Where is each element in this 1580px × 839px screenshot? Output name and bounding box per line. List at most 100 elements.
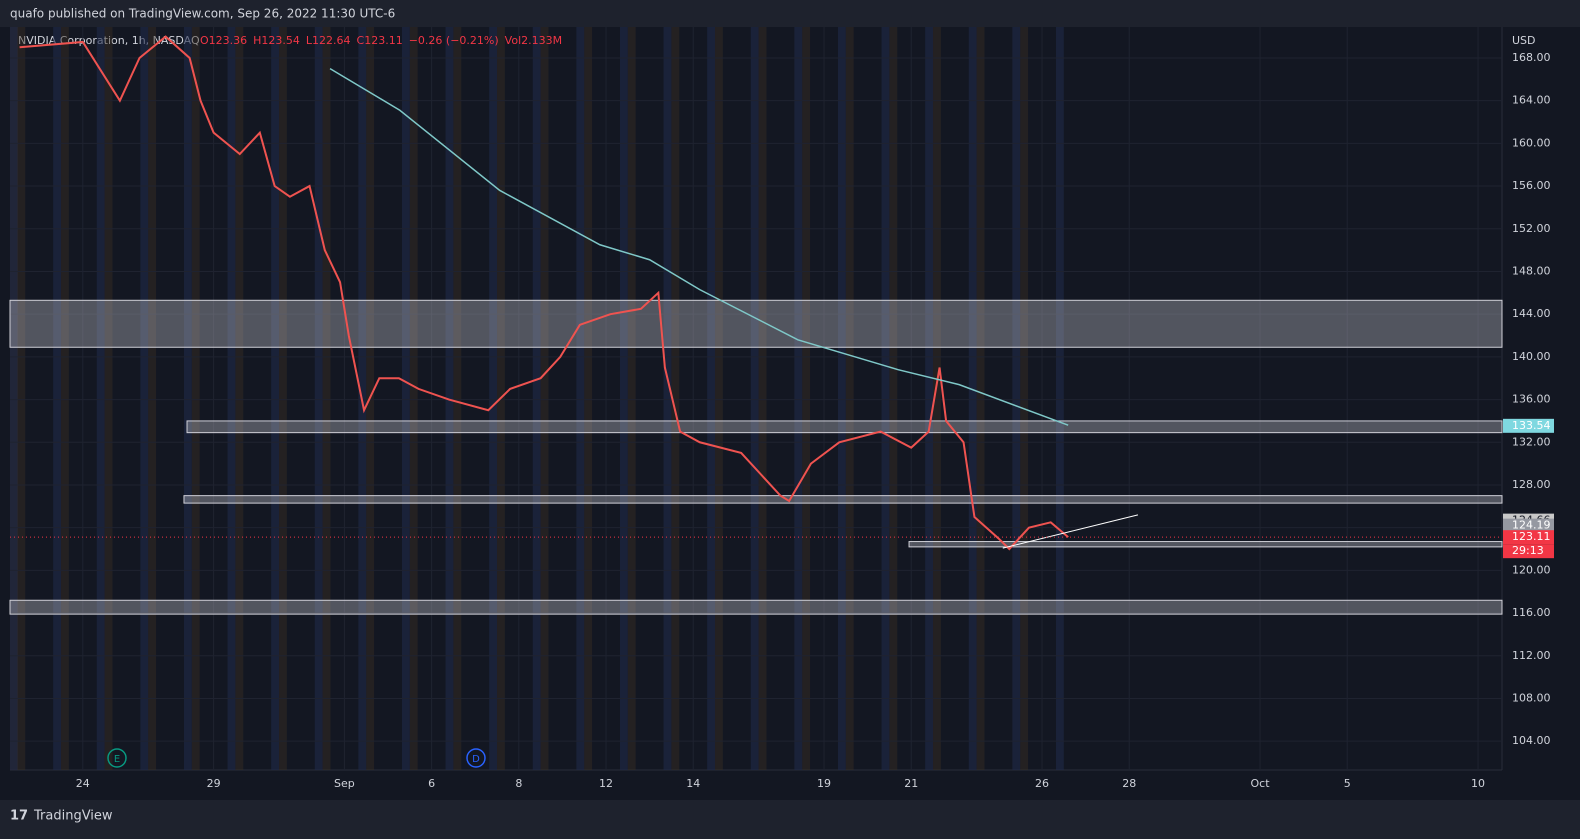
session-stripe bbox=[445, 27, 454, 770]
price-label: 123.11 bbox=[1512, 530, 1551, 543]
session-stripe bbox=[409, 27, 418, 770]
trendline bbox=[1002, 514, 1139, 549]
x-tick-label: 29 bbox=[207, 777, 221, 790]
x-tick-label: 19 bbox=[817, 777, 831, 790]
y-tick-label: 160.00 bbox=[1512, 136, 1551, 149]
event-label: D bbox=[472, 754, 480, 765]
session-stripe bbox=[750, 27, 759, 770]
y-tick-label: 116.00 bbox=[1512, 606, 1551, 619]
x-tick-label: 12 bbox=[599, 777, 613, 790]
countdown: 29:13 bbox=[1512, 544, 1544, 557]
session-stripe bbox=[663, 27, 672, 770]
session-stripe bbox=[1055, 27, 1064, 770]
session-stripe bbox=[17, 27, 26, 770]
session-stripe bbox=[968, 27, 977, 770]
y-tick-label: 156.00 bbox=[1512, 179, 1551, 192]
y-tick-label: 112.00 bbox=[1512, 649, 1551, 662]
session-stripe bbox=[271, 27, 280, 770]
session-stripe bbox=[183, 27, 192, 770]
session-stripe bbox=[707, 27, 716, 770]
session-stripe bbox=[96, 27, 105, 770]
session-stripe bbox=[540, 27, 549, 770]
y-tick-label: 108.00 bbox=[1512, 691, 1551, 704]
session-stripe bbox=[889, 27, 898, 770]
session-stripe bbox=[933, 27, 941, 770]
y-tick-label: 104.00 bbox=[1512, 734, 1551, 747]
session-stripe bbox=[10, 27, 18, 770]
ohlc-value: −0.26 (−0.21%) bbox=[409, 34, 499, 47]
x-tick-label: 8 bbox=[515, 777, 522, 790]
x-tick-label: 21 bbox=[904, 777, 918, 790]
countdown-box bbox=[1503, 544, 1554, 559]
session-stripe bbox=[453, 27, 462, 770]
y-tick-label: 136.00 bbox=[1512, 393, 1551, 406]
price-label: 124.19 bbox=[1512, 519, 1551, 532]
x-tick-label: 10 bbox=[1471, 777, 1485, 790]
x-tick-label: Oct bbox=[1251, 777, 1271, 790]
footer-bar bbox=[0, 800, 1580, 839]
ohlc-value: L122.64 bbox=[306, 34, 351, 47]
session-stripe bbox=[584, 27, 593, 770]
y-tick-label: 152.00 bbox=[1512, 222, 1551, 235]
session-stripe bbox=[104, 27, 113, 770]
zone bbox=[908, 541, 1503, 548]
session-stripe bbox=[925, 27, 934, 770]
event-badge bbox=[466, 748, 486, 768]
session-stripe bbox=[837, 27, 846, 770]
session-stripe bbox=[715, 27, 723, 770]
x-tick-label: Sep bbox=[334, 777, 355, 790]
price-label-box bbox=[1503, 518, 1554, 533]
x-tick-label: 14 bbox=[686, 777, 700, 790]
price-label-box bbox=[1503, 530, 1554, 545]
session-stripe bbox=[758, 27, 767, 770]
session-stripe bbox=[794, 27, 803, 770]
ohlc-value: H123.54 bbox=[253, 34, 300, 47]
session-stripe bbox=[191, 27, 200, 770]
session-stripe bbox=[1020, 27, 1029, 770]
zone bbox=[9, 599, 1503, 615]
session-stripe bbox=[53, 27, 62, 770]
line-series bbox=[329, 67, 1069, 426]
session-stripe bbox=[671, 27, 680, 770]
session-stripe bbox=[279, 27, 287, 770]
logo: 17 bbox=[10, 809, 28, 824]
session-stripe bbox=[976, 27, 985, 770]
y-tick-label: 132.00 bbox=[1512, 435, 1551, 448]
ohlc-value: Vol2.133M bbox=[505, 34, 562, 47]
session-stripe bbox=[881, 27, 890, 770]
header: quafo published on TradingView.com, Sep … bbox=[10, 7, 395, 21]
currency: USD bbox=[1512, 34, 1536, 47]
x-tick-label: 5 bbox=[1344, 777, 1351, 790]
ohlc-value: C123.11 bbox=[357, 34, 403, 47]
x-tick-label: 28 bbox=[1122, 777, 1136, 790]
session-stripe bbox=[140, 27, 149, 770]
session-stripe bbox=[61, 27, 69, 770]
ohlc-value: O123.36 bbox=[200, 34, 247, 47]
zone bbox=[9, 299, 1503, 348]
y-tick-label: 168.00 bbox=[1512, 51, 1551, 64]
price-label: 133.54 bbox=[1512, 419, 1551, 432]
event-badge bbox=[107, 748, 127, 768]
y-tick-label: 144.00 bbox=[1512, 307, 1551, 320]
price-label-box bbox=[1503, 418, 1554, 433]
y-tick-label: 164.00 bbox=[1512, 94, 1551, 107]
x-tick-label: 24 bbox=[76, 777, 90, 790]
session-stripe bbox=[619, 27, 628, 770]
session-stripe bbox=[322, 27, 331, 770]
x-tick-label: 26 bbox=[1035, 777, 1049, 790]
y-tick-label: 148.00 bbox=[1512, 264, 1551, 277]
session-stripe bbox=[802, 27, 811, 770]
session-stripe bbox=[627, 27, 636, 770]
session-stripe bbox=[235, 27, 244, 770]
session-stripe bbox=[314, 27, 323, 770]
session-stripe bbox=[148, 27, 157, 770]
session-stripe bbox=[1012, 27, 1021, 770]
session-stripe bbox=[532, 27, 541, 770]
header-bar bbox=[0, 0, 1580, 27]
y-tick-label: 120.00 bbox=[1512, 563, 1551, 576]
zone bbox=[186, 420, 1503, 434]
line-series bbox=[19, 35, 1069, 551]
event-label: E bbox=[114, 754, 120, 765]
